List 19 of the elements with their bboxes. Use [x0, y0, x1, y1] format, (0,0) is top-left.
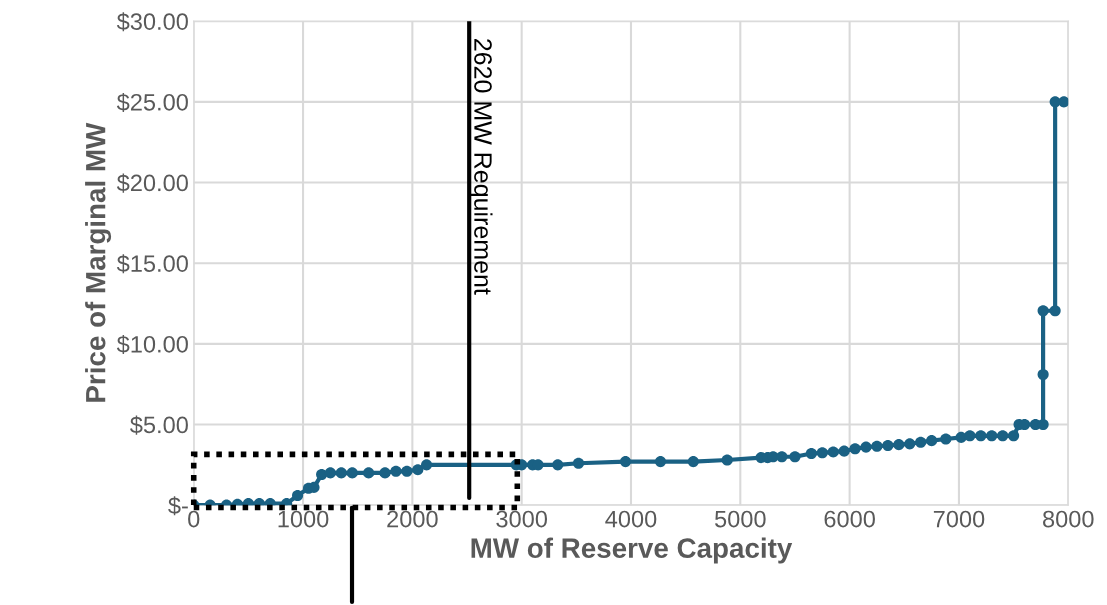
x-tick-label: 0 — [188, 510, 200, 528]
x-tick-label: 3000 — [496, 510, 548, 528]
y-tick-label: $- — [168, 496, 188, 516]
y-tick-label: $15.00 — [116, 254, 188, 274]
y-tick-label: $20.00 — [116, 173, 188, 193]
x-tick-label: 7000 — [933, 510, 985, 528]
x-axis-title: MW of Reserve Capacity — [471, 537, 793, 564]
y-tick-label: $10.00 — [116, 334, 188, 355]
y-axis-title: Price of Marginal MW — [85, 122, 112, 402]
x-tick-label: 5000 — [714, 510, 766, 528]
x-tick-label: 8000 — [1043, 510, 1094, 528]
x-tick-label: 4000 — [605, 510, 657, 528]
x-tick-label: 1000 — [278, 510, 329, 528]
x-tick-label: 6000 — [824, 510, 875, 528]
ref-line-label: 2620 MW Requirement — [469, 39, 493, 295]
y-tick-label: $25.00 — [116, 92, 188, 113]
x-tick-label: 2000 — [387, 510, 438, 528]
y-tick-label: $5.00 — [130, 415, 188, 435]
y-tick-label: $30.00 — [116, 12, 188, 32]
